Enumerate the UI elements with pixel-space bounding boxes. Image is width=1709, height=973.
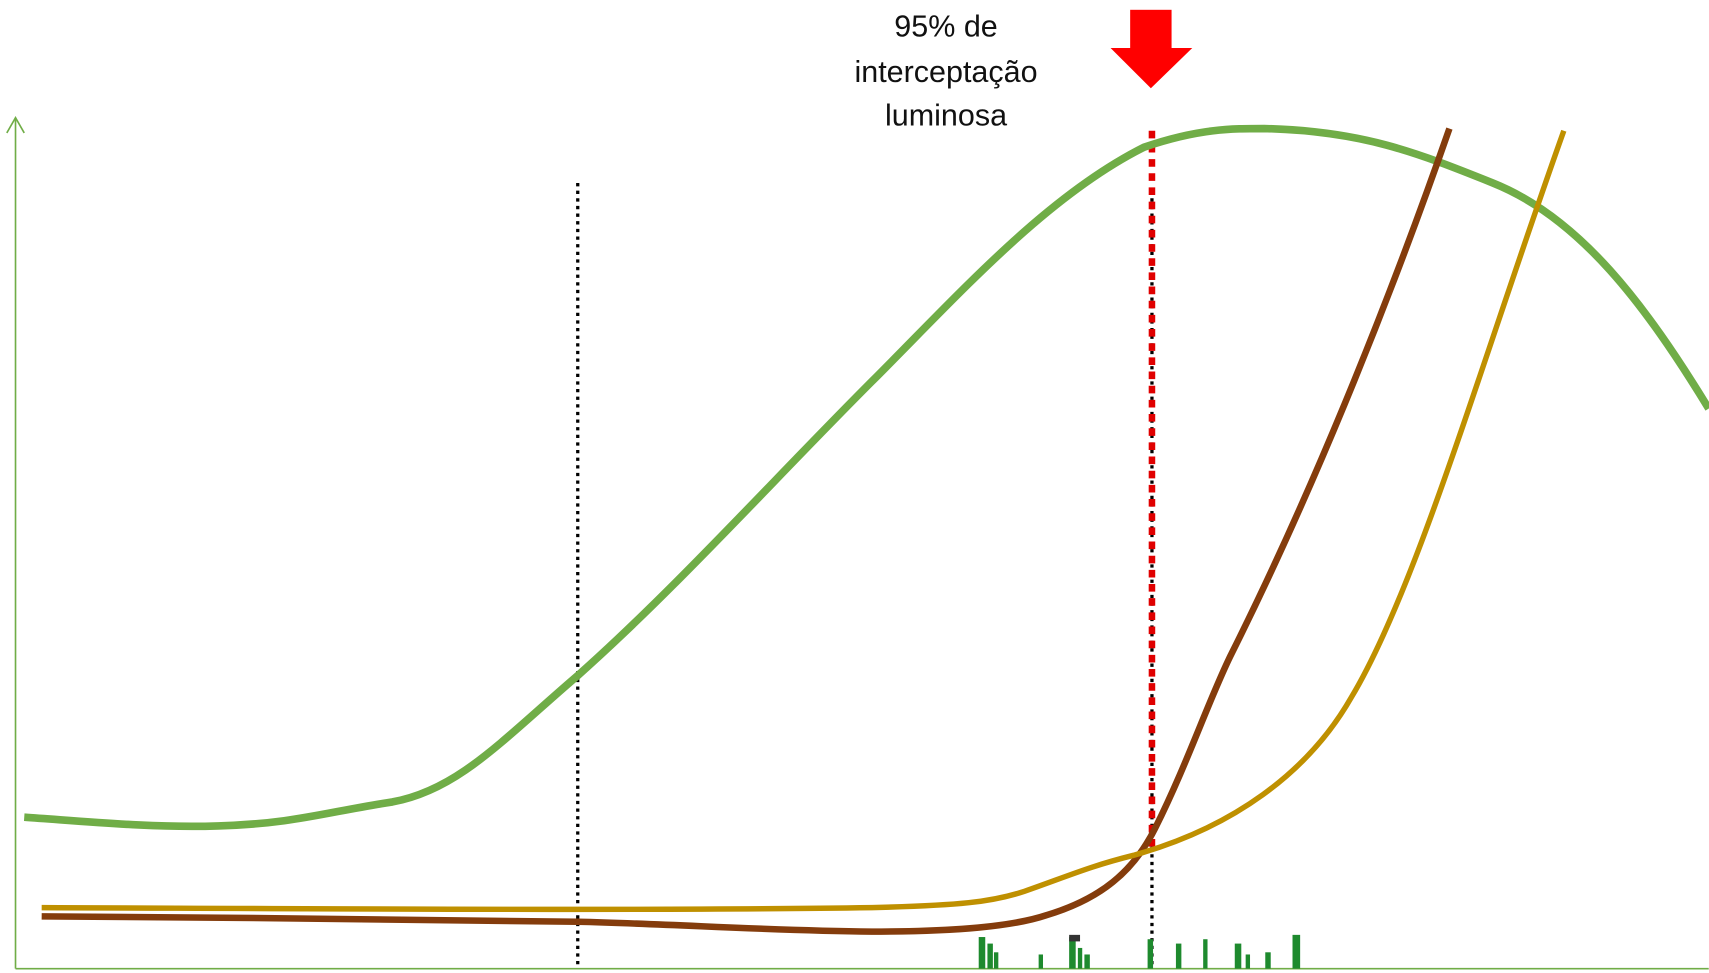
y-axis-arrow: [6, 116, 25, 134]
plant-icon-detail: [1069, 934, 1081, 942]
brown-curve: [41, 127, 1453, 935]
annotation-line: luminosa: [885, 99, 1007, 133]
gold-curve: [41, 129, 1567, 913]
annotation-line: interceptação: [854, 55, 1037, 89]
red-arrow: [1110, 9, 1193, 89]
green-curve: [23, 124, 1709, 831]
annotation-line: 95% de: [894, 9, 997, 43]
plant-icons: [978, 934, 1301, 969]
